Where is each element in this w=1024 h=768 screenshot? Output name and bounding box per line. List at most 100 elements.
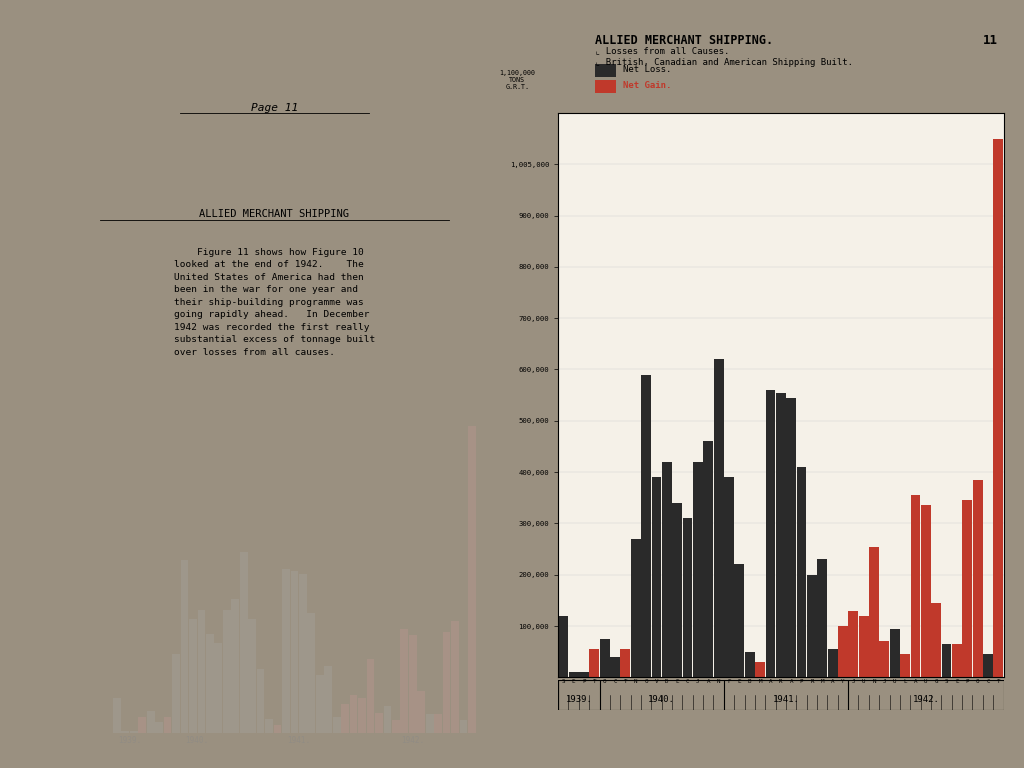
Bar [641, 375, 651, 677]
Bar [651, 477, 662, 677]
Text: 1,100,000
TONS
G.R.T.: 1,100,000 TONS G.R.T. [500, 70, 536, 90]
Bar [130, 730, 137, 733]
Bar [900, 654, 910, 677]
Bar [849, 611, 858, 677]
Bar [838, 626, 848, 677]
Text: 1940.: 1940. [648, 695, 675, 704]
Text: ⌞ Losses from all Causes.: ⌞ Losses from all Causes. [595, 46, 729, 55]
Bar [683, 518, 692, 677]
Bar [122, 730, 129, 733]
Text: 1941.: 1941. [772, 695, 800, 704]
Bar [662, 462, 672, 677]
Bar [113, 698, 121, 733]
Bar [797, 467, 807, 677]
Bar [138, 717, 146, 733]
Bar [240, 551, 248, 733]
Bar [223, 611, 230, 733]
Text: Net Loss.: Net Loss. [624, 65, 672, 74]
Bar [579, 672, 589, 677]
Bar [257, 669, 264, 733]
Text: 11: 11 [983, 34, 998, 47]
Bar [189, 619, 197, 733]
Text: ⌞ British, Canadian and American Shipping Built.: ⌞ British, Canadian and American Shippin… [595, 58, 853, 67]
Bar [367, 659, 375, 733]
Bar [931, 603, 941, 677]
Bar [734, 564, 744, 677]
Bar [942, 644, 951, 677]
Bar [325, 666, 332, 733]
Bar [164, 717, 171, 733]
Bar [442, 632, 451, 733]
Bar [418, 691, 425, 733]
Bar [766, 390, 775, 677]
Bar [282, 569, 290, 733]
Bar [921, 505, 931, 677]
Bar [384, 706, 391, 733]
Bar [392, 720, 399, 733]
Bar [631, 539, 641, 677]
Text: ALLIED MERCHANT SHIPPING.: ALLIED MERCHANT SHIPPING. [595, 34, 773, 47]
Bar [600, 639, 609, 677]
Bar [315, 675, 324, 733]
Bar [434, 714, 442, 733]
Bar [460, 720, 467, 733]
Bar [673, 503, 682, 677]
Text: 1942.: 1942. [912, 695, 939, 704]
Bar [452, 621, 459, 733]
Bar [558, 616, 568, 677]
Bar [983, 654, 993, 677]
Bar [827, 649, 838, 677]
Bar [744, 652, 755, 677]
Bar [180, 561, 188, 733]
Bar [693, 462, 702, 677]
Bar [595, 64, 615, 78]
Bar [869, 547, 879, 677]
Bar [963, 500, 972, 677]
Bar [993, 138, 1004, 677]
Bar [198, 611, 205, 733]
Bar [755, 662, 765, 677]
Bar [952, 644, 962, 677]
Bar [375, 713, 383, 733]
Bar [910, 495, 921, 677]
Bar [859, 616, 868, 677]
Bar [341, 704, 349, 733]
Bar [231, 598, 240, 733]
Text: 1940.: 1940. [185, 736, 209, 745]
Bar [214, 643, 222, 733]
Bar [817, 559, 827, 677]
Bar [299, 574, 307, 733]
Bar [146, 711, 155, 733]
Bar [349, 695, 357, 733]
Bar [786, 398, 796, 677]
Bar [807, 574, 817, 677]
Bar [776, 392, 785, 677]
Bar [610, 657, 620, 677]
Bar [724, 477, 734, 677]
Text: 1942.: 1942. [401, 736, 424, 745]
Text: Net Gain.: Net Gain. [624, 81, 672, 90]
Bar [358, 698, 366, 733]
Bar [973, 480, 983, 677]
Bar [621, 649, 631, 677]
Text: 1941.: 1941. [287, 736, 310, 745]
Text: 1939.: 1939. [565, 695, 592, 704]
Bar [880, 641, 889, 677]
Bar [890, 629, 900, 677]
Text: 1939.: 1939. [118, 736, 141, 745]
Bar [206, 634, 214, 733]
Bar [265, 719, 273, 733]
Bar [156, 722, 163, 733]
Text: ALLIED MERCHANT SHIPPING: ALLIED MERCHANT SHIPPING [200, 210, 349, 220]
Bar [568, 672, 579, 677]
Bar [426, 714, 433, 733]
Bar [409, 635, 417, 733]
Bar [248, 619, 256, 733]
Bar [307, 613, 315, 733]
Bar [400, 629, 409, 733]
Bar [333, 717, 341, 733]
Bar [291, 571, 298, 733]
Bar [590, 649, 599, 677]
Bar [703, 442, 713, 677]
Text: Page 11: Page 11 [251, 102, 298, 113]
